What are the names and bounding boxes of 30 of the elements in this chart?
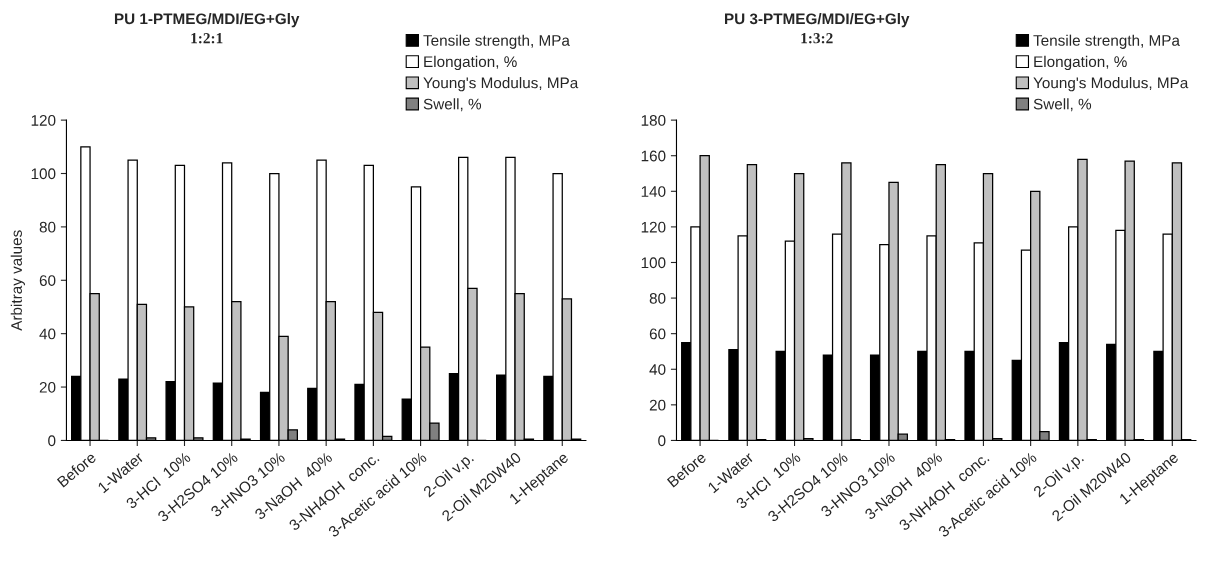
chart-subtitle: 1:2:1	[191, 33, 223, 44]
y-tick-label: 120	[31, 114, 56, 126]
y-tick-label: 100	[31, 168, 56, 180]
chart-title: PU 3-PTMEG/MDI/EG+Gly	[725, 12, 910, 28]
legend-label: Tensile strength, MPa	[423, 34, 570, 49]
legend-label: Swell, %	[1033, 98, 1092, 112]
y-tick-label: 160	[641, 150, 666, 162]
y-tick-label: 180	[641, 114, 666, 126]
y-tick-label: 80	[39, 221, 56, 233]
legend-label: Swell, %	[423, 98, 482, 112]
y-tick-label: 60	[649, 328, 666, 340]
chart-title: PU 1-PTMEG/MDI/EG+Gly	[114, 12, 300, 28]
y-tick-label: 0	[658, 435, 666, 447]
y-tick-label: 0	[48, 435, 56, 447]
chart-subtitle: 1:3:2	[801, 33, 833, 44]
legend-label: Elongation, %	[1034, 55, 1127, 71]
y-tick-label: 60	[39, 275, 56, 286]
y-axis-title: Arbitray values	[10, 230, 25, 331]
y-tick-label: 140	[641, 186, 666, 197]
legend-label: Tensile strength, MPa	[1033, 34, 1180, 49]
legend-label: Elongation, %	[424, 55, 517, 71]
legend-label: Young's Modulus, MPa	[1033, 77, 1189, 92]
y-tick-label: 40	[39, 328, 56, 340]
legend-label: Young's Modulus, MPa	[423, 77, 579, 92]
y-tick-label: 100	[641, 257, 666, 269]
y-tick-label: 20	[39, 381, 56, 393]
y-tick-label: 120	[641, 221, 666, 233]
y-tick-label: 40	[649, 364, 666, 375]
y-tick-label: 20	[649, 399, 666, 411]
y-tick-label: 80	[649, 292, 666, 304]
